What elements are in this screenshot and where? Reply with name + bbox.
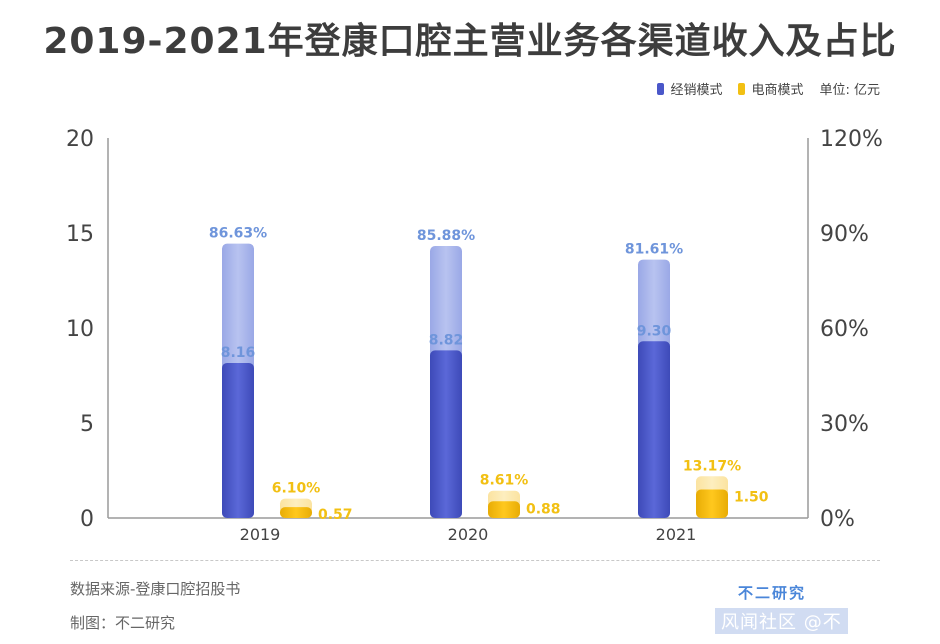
legend-label-distribution: 经销模式 <box>670 83 723 98</box>
y-left-tick-label: 10 <box>66 317 94 342</box>
value-bar <box>280 507 312 518</box>
share-label: 8.61% <box>480 473 529 489</box>
value-bar <box>430 350 462 518</box>
y-right-tick-label: 90% <box>820 222 869 247</box>
legend-label-ecommerce: 电商模式 <box>751 83 804 98</box>
chart-credit: 制图：不二研究 <box>70 614 176 632</box>
value-label: 1.50 <box>734 490 769 506</box>
value-label: 8.82 <box>429 332 464 348</box>
unit-label: 单位: 亿元 <box>819 83 880 98</box>
data-source: 数据来源-登康口腔招股书 <box>70 580 241 598</box>
share-label: 85.88% <box>417 228 475 244</box>
x-tick-label: 2021 <box>656 525 697 544</box>
y-left-tick-label: 15 <box>66 222 94 247</box>
y-left-tick-label: 5 <box>80 412 94 437</box>
value-label: 8.16 <box>221 345 256 361</box>
y-left-tick-label: 0 <box>80 507 94 532</box>
legend-item-ecommerce: 电商模式 <box>738 79 803 98</box>
x-tick-label: 2019 <box>240 525 281 544</box>
x-tick-label: 2020 <box>448 525 489 544</box>
chart-title: 2019-2021年登康口腔主营业务各渠道收入及占比 <box>43 21 897 62</box>
legend-swatch-distribution <box>657 82 665 95</box>
footer-divider <box>70 560 880 561</box>
legend-item-distribution: 经销模式 <box>657 79 722 98</box>
brand-sub-watermark: 风闻社区 @不 <box>715 608 848 634</box>
y-right-tick-label: 30% <box>820 412 869 437</box>
value-bar <box>696 489 728 518</box>
y-right-tick-label: 120% <box>820 127 883 152</box>
brand-watermark: 不二研究 <box>738 584 807 602</box>
y-left-tick-label: 20 <box>66 127 94 152</box>
value-bar <box>638 341 670 518</box>
share-label: 81.61% <box>625 242 683 258</box>
share-label: 86.63% <box>209 226 267 242</box>
share-label: 6.10% <box>272 481 321 497</box>
share-label: 13.17% <box>683 458 741 474</box>
y-right-tick-label: 60% <box>820 317 869 342</box>
value-bar <box>488 501 520 518</box>
value-bar <box>222 362 254 518</box>
legend: 经销模式 电商模式 单位: 亿元 <box>641 79 880 98</box>
value-label: 0.57 <box>318 507 353 523</box>
value-label: 0.88 <box>526 501 561 517</box>
legend-swatch-ecommerce <box>738 82 746 95</box>
y-right-tick-label: 0% <box>820 507 855 532</box>
value-label: 9.30 <box>637 323 672 339</box>
